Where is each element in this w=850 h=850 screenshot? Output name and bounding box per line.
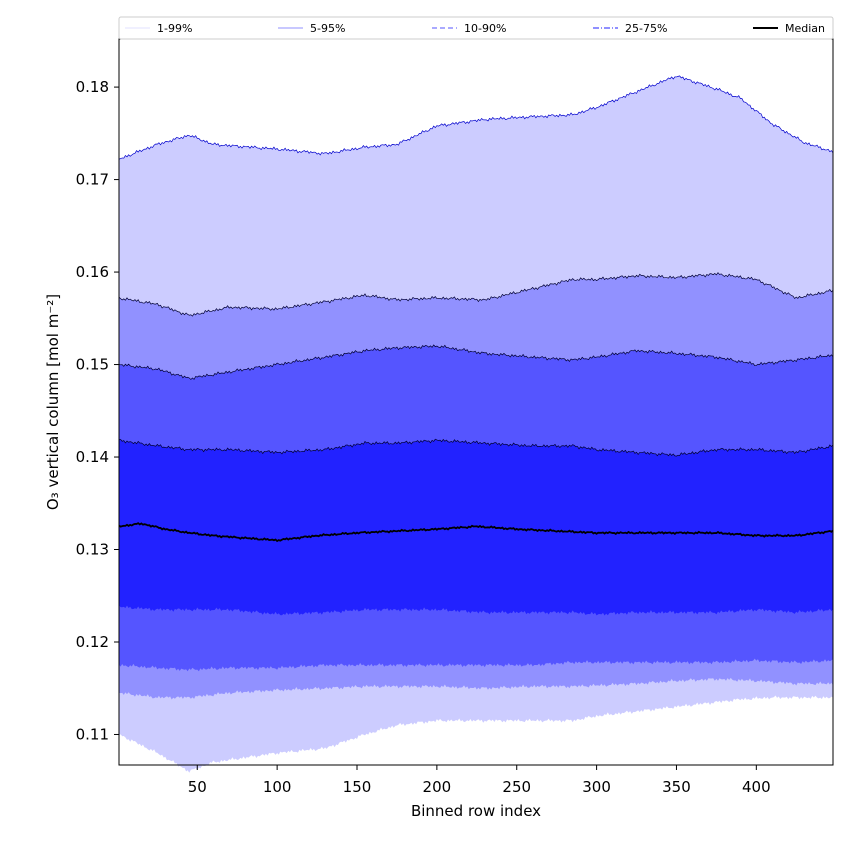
band-5-95-upper-edge	[118, 272, 834, 317]
y-tick-label: 0.16	[76, 263, 109, 281]
x-axis-label: Binned row index	[411, 802, 541, 820]
band-10-90-upper-edge	[118, 344, 834, 380]
legend: 1-99% 5-95% 10-90% 25-75% Median	[118, 16, 834, 40]
x-tick-label: 250	[502, 778, 531, 796]
band-1-99-upper-edge	[118, 75, 834, 160]
y-tick-label: 0.18	[76, 78, 109, 96]
x-tick-label: 50	[188, 778, 207, 796]
x-tick-label: 100	[263, 778, 292, 796]
y-tick-label: 0.13	[76, 541, 109, 559]
median-line	[118, 522, 834, 543]
y-tick-label: 0.11	[76, 725, 109, 743]
median-layer	[118, 522, 834, 543]
x-tick-label: 150	[343, 778, 372, 796]
x-tick-label: 400	[742, 778, 771, 796]
x-tick-label: 200	[423, 778, 452, 796]
y-axis-ticks: 0.11 0.12 0.13 0.14 0.15 0.16 0.17 0.18	[76, 78, 119, 743]
y-tick-label: 0.12	[76, 633, 109, 651]
bands-layer	[118, 75, 834, 773]
legend-label: 10-90%	[464, 22, 506, 35]
y-tick-label: 0.17	[76, 171, 109, 189]
x-tick-label: 350	[662, 778, 691, 796]
legend-label: 5-95%	[310, 22, 345, 35]
band-25-75-upper-edge	[118, 438, 834, 457]
x-axis-ticks: 50 100 150 200 250 300 350 400	[188, 765, 771, 796]
y-axis-label: O₃ vertical column [mol m⁻²]	[44, 294, 62, 510]
legend-box	[118, 16, 834, 40]
band-25-75	[119, 439, 833, 616]
legend-label: Median	[785, 22, 825, 35]
legend-label: 25-75%	[625, 22, 667, 35]
y-tick-label: 0.15	[76, 356, 109, 374]
legend-label: 1-99%	[157, 22, 192, 35]
x-tick-label: 300	[582, 778, 611, 796]
y-tick-label: 0.14	[76, 448, 109, 466]
